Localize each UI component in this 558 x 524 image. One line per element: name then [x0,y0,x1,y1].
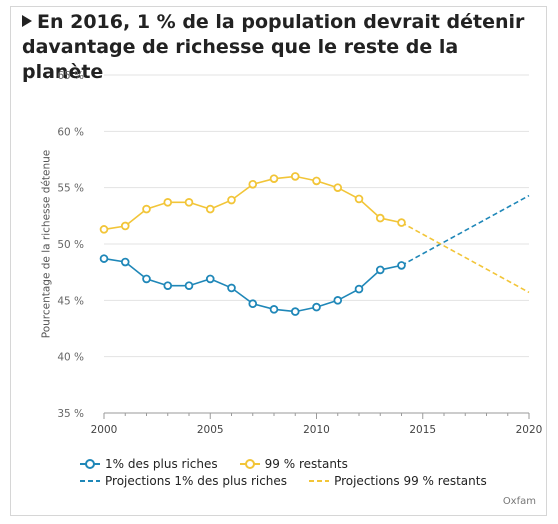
series-line-projections-99-restants [401,221,530,294]
legend-item-proj-rest99[interactable]: Projections 99 % restants [309,474,487,488]
data-point-99-restants [290,172,300,181]
legend-label-top1: 1% des plus riches [105,456,218,471]
legend: 1% des plus riches 99 % restants Project… [80,455,509,489]
data-point-99-restants [312,176,321,186]
data-point-1-des-plus-riches [290,307,300,316]
x-tick-label: 2020 [516,424,543,436]
data-point-1-des-plus-riches [354,284,364,294]
legend-item-rest99[interactable]: 99 % restants [239,456,348,471]
x-tick-label: 2000 [91,424,118,436]
legend-item-top1[interactable]: 1% des plus riches [80,457,218,471]
data-point-99-restants [99,225,109,234]
legend-marker-rest99 [239,458,260,470]
y-tick-label: 35 % [57,408,84,420]
y-axis-label: Pourcentage de la richesse détenue [39,149,52,339]
y-tick-label: 65 % [57,70,84,82]
data-point-1-des-plus-riches [205,274,215,284]
x-tick-label: 2015 [409,424,436,436]
data-point-99-restants [120,221,130,231]
chart-title: En 2016, 1 % de la population devrait dé… [22,10,542,85]
y-tick-label: 55 % [57,183,84,195]
data-point-99-restants [375,213,385,223]
x-tick-label: 2010 [303,424,330,436]
data-point-1-des-plus-riches [248,299,258,309]
data-point-1-des-plus-riches [120,257,130,267]
y-tick-label: 45 % [57,295,84,307]
data-point-1-des-plus-riches [99,254,109,263]
data-point-1-des-plus-riches [375,265,385,275]
data-point-99-restants [227,195,236,205]
data-point-99-restants [269,174,279,183]
data-point-99-restants [354,194,364,204]
data-point-99-restants [397,218,406,227]
series-line-projections-1-des-plus-riches [401,194,530,267]
data-point-1-des-plus-riches [227,283,236,293]
triangle-bullet-icon [22,15,32,27]
data-point-1-des-plus-riches [269,305,279,314]
data-point-99-restants [333,183,343,192]
y-tick-label: 40 % [57,352,84,364]
data-point-1-des-plus-riches [333,296,343,305]
data-point-99-restants [184,198,194,207]
legend-item-proj-top1[interactable]: Projections 1% des plus riches [80,474,287,488]
legend-marker-top1 [80,458,100,470]
data-point-1-des-plus-riches [142,274,151,284]
data-point-1-des-plus-riches [312,302,321,312]
chart-title-text: En 2016, 1 % de la population devrait dé… [22,11,525,83]
y-tick-label: 60 % [57,126,84,138]
data-point-1-des-plus-riches [184,281,194,290]
legend-label-proj-rest99: Projections 99 % restants [334,473,487,488]
data-point-99-restants [142,204,151,214]
data-point-1-des-plus-riches [163,281,173,290]
legend-label-proj-top1: Projections 1% des plus riches [105,473,288,488]
chart-frame [10,6,547,516]
data-point-99-restants [163,198,173,207]
legend-marker-proj-rest99 [309,475,330,487]
legend-label-rest99: 99 % restants [264,456,348,471]
y-tick-label: 50 % [57,239,84,251]
data-point-99-restants [205,204,215,214]
data-point-99-restants [248,179,258,189]
legend-marker-proj-top1 [80,475,100,487]
x-tick-label: 2005 [197,424,224,436]
data-point-1-des-plus-riches [397,261,406,270]
source-credit: Oxfam [502,496,536,507]
